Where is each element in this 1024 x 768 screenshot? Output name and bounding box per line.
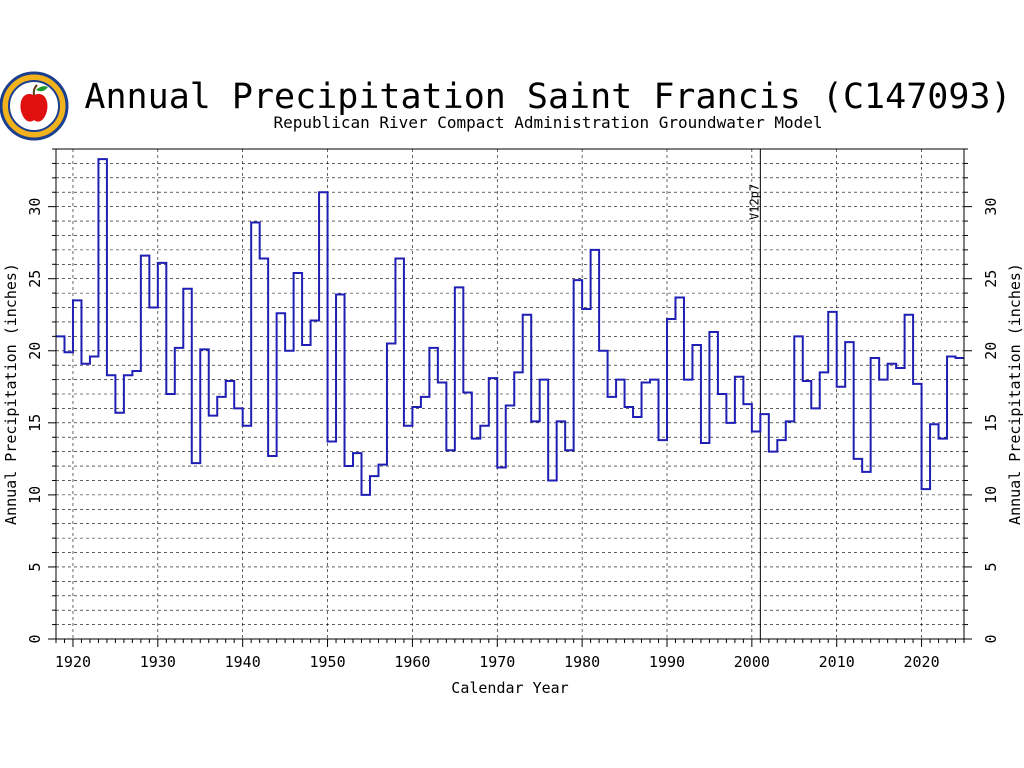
x-tick-label: 1970	[479, 653, 515, 671]
y-tick-label-left: 25	[26, 270, 44, 288]
y-tick-label-left: 0	[26, 634, 44, 643]
x-tick-label: 1980	[564, 653, 600, 671]
y-tick-label-left: 20	[26, 342, 44, 360]
y-tick-label-left: 10	[26, 486, 44, 504]
x-tick-label: 1920	[55, 653, 91, 671]
series-line	[56, 158, 964, 496]
grid-lines	[56, 149, 964, 639]
y-axis-label-right: Annual Precipitation (inches)	[1006, 263, 1024, 525]
y-tick-label-right: 25	[982, 270, 1000, 288]
x-tick-label: 2010	[819, 653, 855, 671]
marker-label: V12p7	[747, 184, 761, 220]
x-tick-label: 2020	[904, 653, 940, 671]
y-tick-label-right: 5	[982, 562, 1000, 571]
y-tick-label-left: 5	[26, 562, 44, 571]
version-marker: V12p7	[747, 149, 761, 639]
y-tick-label-right: 30	[982, 198, 1000, 216]
y-axis-ticks: 0 0 5 5 10 10 15 15 20 20 25 25 30 30	[26, 148, 1000, 644]
x-tick-label: 1940	[225, 653, 261, 671]
data-series	[56, 158, 964, 496]
x-tick-label: 1990	[649, 653, 685, 671]
chart-subtitle: Republican River Compact Administration …	[273, 113, 822, 132]
x-axis-ticks: 1920 1930 1940 1950 1960 1970 1980 1990 2000 2010…	[55, 639, 965, 671]
y-tick-label-right: 0	[982, 634, 1000, 643]
y-axis-label-left: Annual Precipitation (inches)	[2, 263, 20, 525]
y-tick-label-left: 30	[26, 198, 44, 216]
x-tick-label: 1930	[140, 653, 176, 671]
y-tick-label-right: 20	[982, 342, 1000, 360]
x-tick-label: 2000	[734, 653, 770, 671]
x-tick-label: 1960	[394, 653, 430, 671]
y-tick-label-right: 15	[982, 414, 1000, 432]
y-tick-label-right: 10	[982, 486, 1000, 504]
x-tick-label: 1950	[309, 653, 345, 671]
x-axis-label: Calendar Year	[451, 679, 568, 697]
rrca-logo	[0, 71, 69, 141]
chart-title: Annual Precipitation Saint Francis (C147…	[84, 77, 1011, 117]
y-tick-label-left: 15	[26, 414, 44, 432]
